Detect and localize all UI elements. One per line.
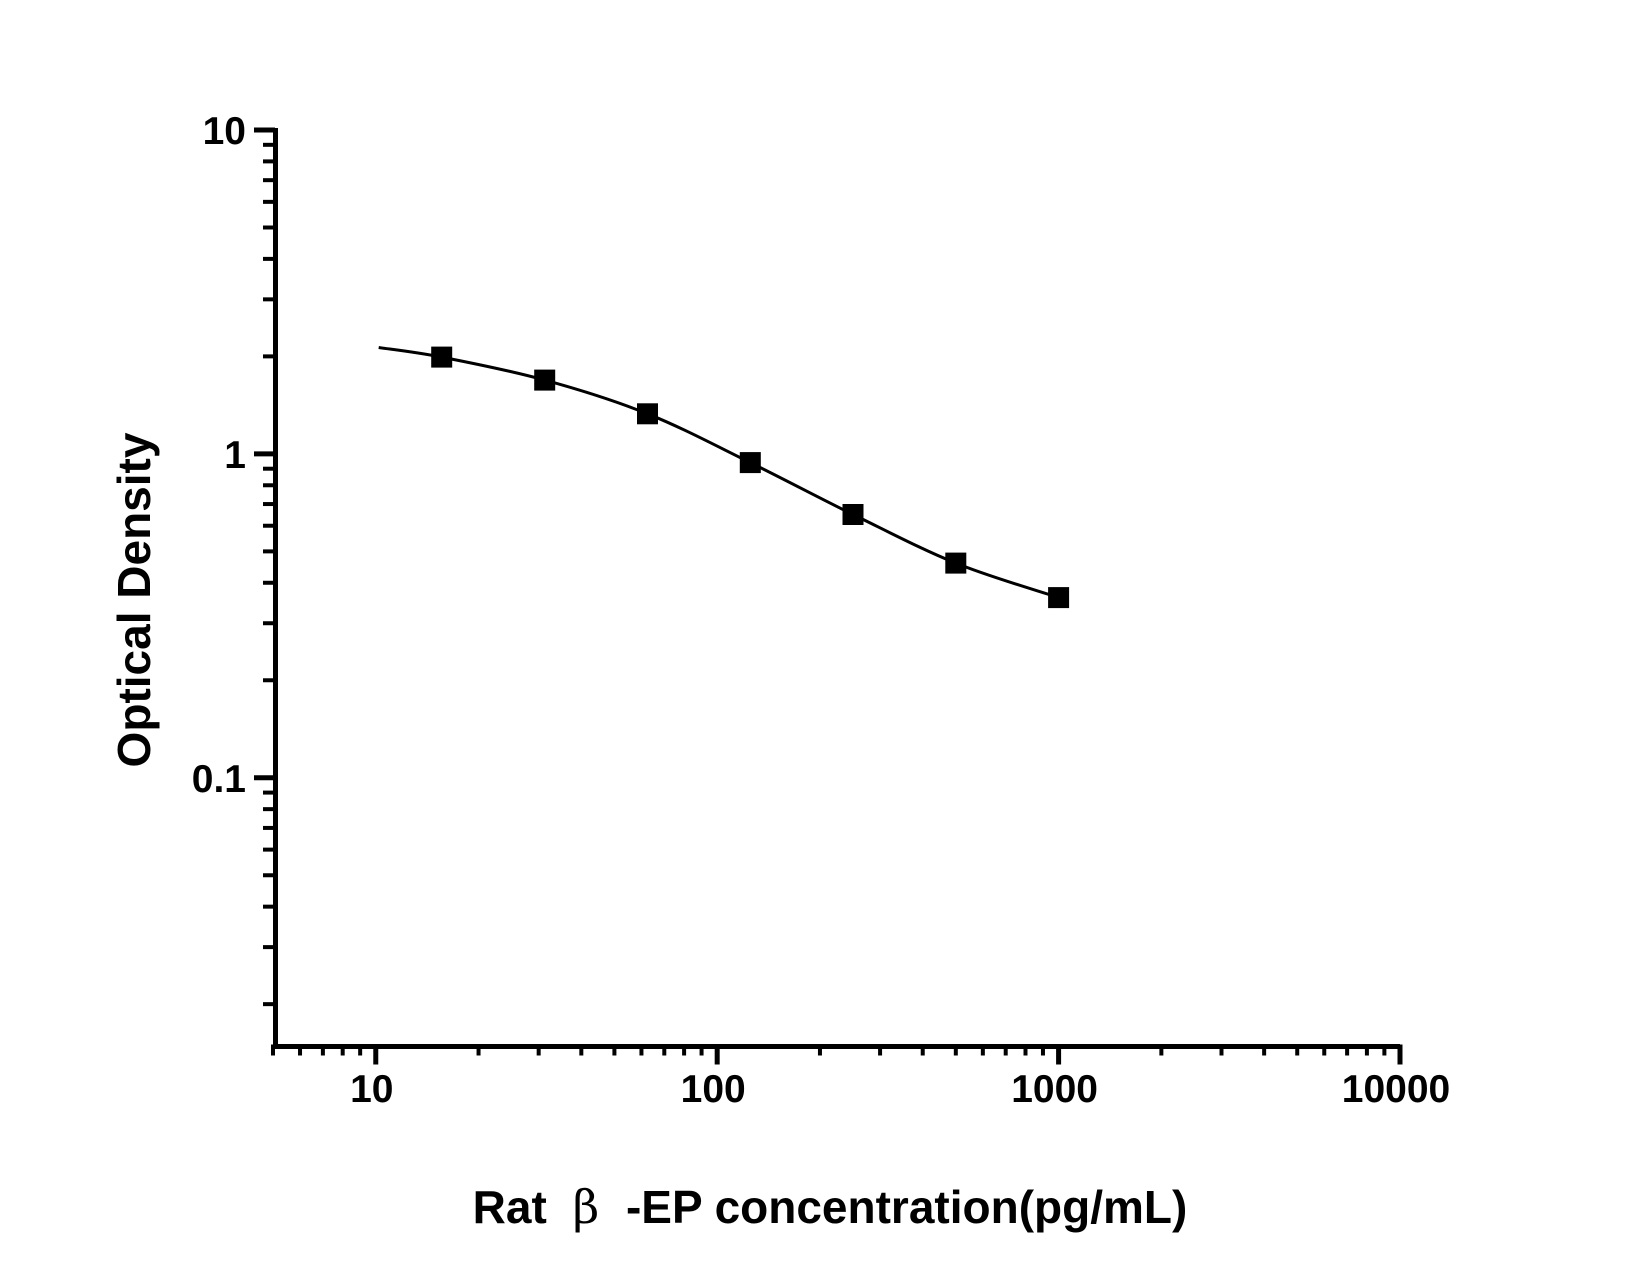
data-point-marker (431, 346, 453, 368)
data-point-marker (534, 369, 556, 391)
data-point-marker (842, 504, 864, 525)
y-tick-label: 1 (224, 434, 246, 477)
axis-ticks (254, 127, 1403, 1065)
data-point-marker (945, 552, 967, 574)
data-point-marker (739, 452, 761, 474)
beta-symbol: β (573, 1180, 600, 1234)
x-tick-label: 10000 (1342, 1068, 1450, 1111)
y-axis-title: Optical Density (108, 432, 160, 767)
data-point-marker (1048, 587, 1070, 609)
x-axis-title-suffix: -EP concentration(pg/mL) (626, 1181, 1187, 1233)
x-tick-label: 100 (681, 1068, 746, 1111)
axes (273, 128, 1400, 1049)
plot-area (378, 346, 1070, 609)
x-tick-label: 10 (350, 1068, 393, 1111)
data-point-marker (637, 403, 658, 425)
x-axis-title-prefix: Rat (473, 1181, 547, 1233)
x-axis-title: Rat β -EP concentration(pg/mL) (473, 1180, 1188, 1234)
x-tick-label: 1000 (1011, 1068, 1098, 1111)
y-tick-label: 10 (203, 110, 246, 153)
axis-tick-labels: 10 1 0.1 10 100 1000 10000 (192, 110, 1450, 1111)
y-tick-label: 0.1 (192, 758, 246, 801)
